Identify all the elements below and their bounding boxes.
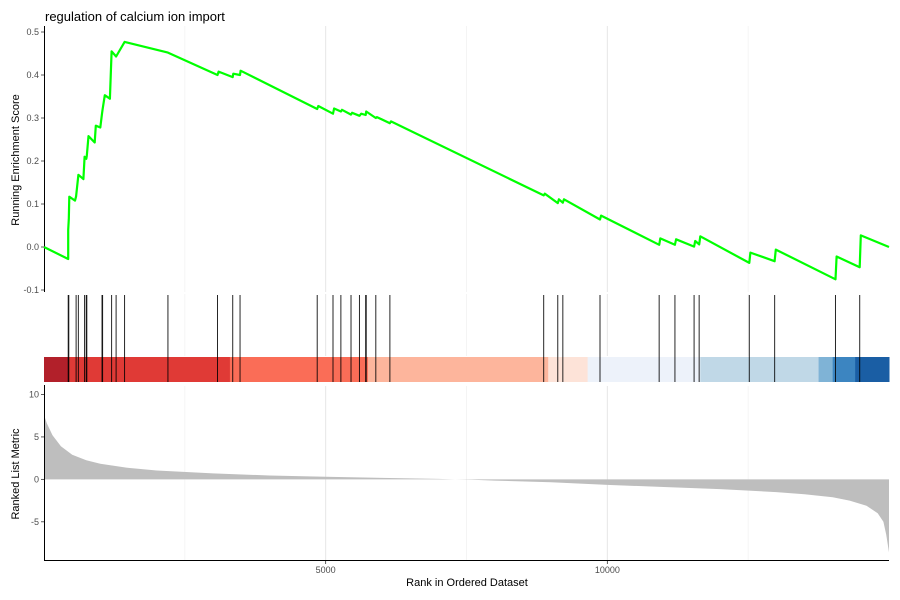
es-y-axis-label: Running Enrichment Score xyxy=(10,94,22,225)
x-ticks: 5000 10000 xyxy=(316,561,620,575)
es-panel-grid xyxy=(184,26,749,292)
metric-tick-label: 10 xyxy=(29,389,39,399)
color-bar-segment xyxy=(548,357,589,382)
es-tick-label: 0.0 xyxy=(26,242,39,252)
metric-tick-label: -5 xyxy=(31,517,39,527)
gene-hit-lines xyxy=(67,295,861,382)
rank-color-bar xyxy=(44,357,890,382)
color-bar-segment xyxy=(855,357,890,382)
color-bar-segment xyxy=(587,357,701,382)
es-tick-label: 0.5 xyxy=(26,27,39,37)
running-enrichment-score-line xyxy=(43,40,890,281)
hits-panel xyxy=(44,294,890,382)
color-bar-segment xyxy=(832,357,856,382)
hits-panel-grid xyxy=(184,294,749,356)
color-bar-segment xyxy=(68,357,231,382)
chart-title: regulation of calcium ion import xyxy=(45,9,225,24)
color-bar-segment xyxy=(229,357,369,382)
es-tick-label: 0.3 xyxy=(26,113,39,123)
es-y-ticks: -0.1 0.0 0.1 0.2 0.3 0.4 0.5 xyxy=(23,27,44,295)
es-tick-label: -0.1 xyxy=(23,285,39,295)
metric-tick-label: 5 xyxy=(34,432,39,442)
ranked-metric-area xyxy=(44,414,889,553)
metric-y-axis-label: Ranked List Metric xyxy=(10,428,22,520)
es-tick-label: 0.1 xyxy=(26,199,39,209)
es-panel: -0.1 0.0 0.1 0.2 0.3 0.4 0.5 Running Enrichmen… xyxy=(10,26,890,295)
es-tick-label: 0.4 xyxy=(26,70,39,80)
x-tick-label: 5000 xyxy=(316,565,336,575)
metric-panel-grid xyxy=(184,386,749,560)
es-tick-label: 0.2 xyxy=(26,156,39,166)
metric-panel: 10 5 0 -5 5000 10000 Ranked List Metric Rank… xyxy=(10,385,889,589)
x-axis-label: Rank in Ordered Dataset xyxy=(406,577,528,589)
color-bar-segment xyxy=(700,357,820,382)
color-bar-segment xyxy=(367,357,549,382)
color-bar-segment xyxy=(818,357,834,382)
x-tick-label: 10000 xyxy=(595,565,620,575)
color-bar-segment xyxy=(44,357,69,382)
metric-tick-label: 0 xyxy=(34,474,39,484)
metric-y-ticks: 10 5 0 -5 xyxy=(29,389,44,527)
